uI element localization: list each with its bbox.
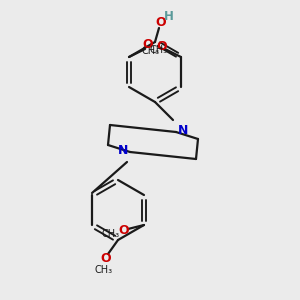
- Text: CH₃: CH₃: [95, 265, 113, 275]
- Text: N: N: [178, 124, 188, 137]
- Text: CH₃: CH₃: [142, 46, 160, 56]
- Text: O: O: [157, 40, 167, 52]
- Text: CH₃: CH₃: [150, 45, 168, 55]
- Text: N: N: [118, 145, 128, 158]
- Text: CH₃: CH₃: [102, 229, 120, 239]
- Text: O: O: [156, 16, 166, 28]
- Text: O: O: [101, 253, 111, 266]
- Text: H: H: [164, 10, 174, 22]
- Text: O: O: [119, 224, 129, 236]
- Text: O: O: [143, 38, 153, 52]
